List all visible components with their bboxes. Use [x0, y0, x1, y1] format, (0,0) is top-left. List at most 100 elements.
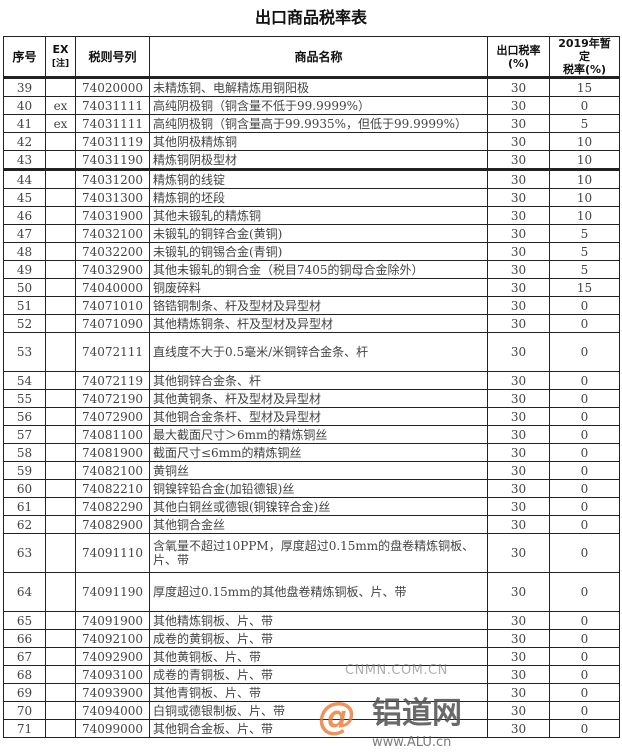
cell-code: 74031200 — [75, 169, 150, 189]
cell-code: 74032100 — [75, 224, 150, 243]
cell-export-rate: 30 — [487, 572, 550, 612]
cell-temp-rate: 10 — [549, 150, 620, 170]
table-row: 66 74092100 成卷的黄铜板、片、带 30 0 — [3, 629, 620, 648]
table-row: 62 74082900 其他铜合金丝 30 0 — [3, 515, 620, 534]
header-temp-rate-unit: 税率(%) — [562, 63, 607, 76]
cell-export-rate: 30 — [487, 260, 550, 279]
cell-ex — [45, 278, 76, 297]
cell-export-rate: 30 — [487, 629, 550, 648]
cell-seq: 63 — [3, 533, 46, 573]
cell-temp-rate: 0 — [549, 479, 620, 498]
cell-temp-rate: 0 — [549, 515, 620, 534]
cell-code: 74031119 — [75, 132, 150, 151]
cell-name: 最大截面尺寸＞6mm的精炼铜丝 — [149, 425, 488, 444]
cell-code: 74082900 — [75, 515, 150, 534]
cell-code: 74031300 — [75, 188, 150, 207]
cell-temp-rate: 0 — [549, 296, 620, 315]
cell-seq: 49 — [3, 260, 46, 279]
cell-seq: 61 — [3, 497, 46, 516]
cell-ex — [45, 515, 76, 534]
cell-ex — [45, 224, 76, 243]
cell-export-rate: 30 — [487, 389, 550, 408]
header-name: 商品名称 — [149, 36, 488, 78]
cell-code: 74092900 — [75, 647, 150, 666]
cell-code: 74081100 — [75, 425, 150, 444]
table-row: 71 74099000 其他铜合金板、片、带 30 0 — [3, 719, 620, 738]
header-seq: 序号 — [3, 36, 46, 78]
cell-code: 74072119 — [75, 371, 150, 390]
cell-export-rate: 30 — [487, 665, 550, 684]
cell-temp-rate: 0 — [549, 425, 620, 444]
cell-name: 铜镍锌铅合金(加铅德银)丝 — [149, 479, 488, 498]
cell-temp-rate: 0 — [549, 314, 620, 333]
cell-seq: 45 — [3, 188, 46, 207]
cell-seq: 60 — [3, 479, 46, 498]
page-title: 出口商品税率表 — [254, 8, 367, 27]
cell-ex — [45, 314, 76, 333]
cell-ex: ex — [45, 114, 76, 133]
cell-seq: 65 — [3, 611, 46, 630]
tax-rate-table: 序号 EX [注] 税则号列 商品名称 出口税率 (%) 2019年暂定 税率(%) … — [3, 36, 620, 738]
watermark-url: www.ALU.cn — [372, 735, 452, 750]
cell-export-rate: 30 — [487, 701, 550, 720]
table-row: 50 74040000 铜废碎料 30 15 — [3, 278, 620, 297]
cell-seq: 41 — [3, 114, 46, 133]
cell-name: 其他未锻轧的精炼铜 — [149, 206, 488, 225]
cell-seq: 53 — [3, 332, 46, 372]
cell-ex — [45, 296, 76, 315]
cell-export-rate: 30 — [487, 479, 550, 498]
cell-ex: ex — [45, 96, 76, 115]
cell-ex — [45, 461, 76, 480]
table-row: 47 74032100 未锻轧的铜锌合金(黄铜) 30 5 — [3, 224, 620, 243]
cell-name: 其他精炼铜板、片、带 — [149, 611, 488, 630]
cell-seq: 50 — [3, 278, 46, 297]
cell-ex — [45, 332, 76, 372]
cell-ex — [45, 443, 76, 462]
table-row: 67 74092900 其他黄铜板、片、带 30 0 — [3, 647, 620, 666]
cell-seq: 56 — [3, 407, 46, 426]
cell-temp-rate: 5 — [549, 260, 620, 279]
cell-seq: 51 — [3, 296, 46, 315]
cell-temp-rate: 10 — [549, 169, 620, 189]
table-row: 51 74071010 铬锆铜制条、杆及型材及异型材 30 0 — [3, 296, 620, 315]
cell-name: 铬锆铜制条、杆及型材及异型材 — [149, 296, 488, 315]
cell-seq: 44 — [3, 169, 46, 189]
cell-name: 未锻轧的铜锌合金(黄铜) — [149, 224, 488, 243]
cell-export-rate: 30 — [487, 719, 550, 738]
cell-export-rate: 30 — [487, 497, 550, 516]
cell-code: 74071090 — [75, 314, 150, 333]
header-export-rate-unit: (%) — [507, 56, 530, 70]
table-row: 58 74081900 截面尺寸≤6mm的精炼铜丝 30 0 — [3, 443, 620, 462]
cell-seq: 70 — [3, 701, 46, 720]
cell-temp-rate: 0 — [549, 719, 620, 738]
cell-name: 其他铜合金板、片、带 — [149, 719, 488, 738]
cell-code: 74082100 — [75, 461, 150, 480]
cell-seq: 52 — [3, 314, 46, 333]
cell-name: 高纯阴极铜（铜含量不低于99.9999%） — [149, 96, 488, 115]
table-row: 40 ex 74031111 高纯阴极铜（铜含量不低于99.9999%） 30 0 — [3, 96, 620, 115]
cell-code: 74031900 — [75, 206, 150, 225]
header-ex: EX [注] — [45, 36, 76, 78]
cell-name: 精炼铜的线锭 — [149, 169, 488, 189]
cell-name: 直线度不大于0.5毫米/米铜锌合金条、杆 — [149, 332, 488, 372]
table-row: 69 74093900 其他青铜板、片、带 30 0 — [3, 683, 620, 702]
cell-temp-rate: 0 — [549, 461, 620, 480]
cell-temp-rate: 0 — [549, 371, 620, 390]
cell-ex — [45, 150, 76, 170]
cell-seq: 64 — [3, 572, 46, 612]
table-row: 55 74072190 其他黄铜条、杆及型材及异型材 30 0 — [3, 389, 620, 408]
watermark-logo: @ — [318, 694, 356, 738]
cell-code: 74031111 — [75, 114, 150, 133]
cell-export-rate: 30 — [487, 114, 550, 133]
cell-export-rate: 30 — [487, 683, 550, 702]
table-row: 70 74094000 白铜或德银制板、片、带 30 0 — [3, 701, 620, 720]
table-row: 45 74031300 精炼铜的坯段 30 10 — [3, 188, 620, 207]
cell-seq: 55 — [3, 389, 46, 408]
table-header-row: 序号 EX [注] 税则号列 商品名称 出口税率 (%) 2019年暂定 税率(%) — [3, 36, 620, 78]
cell-code: 74094000 — [75, 701, 150, 720]
cell-ex — [45, 611, 76, 630]
cell-export-rate: 30 — [487, 332, 550, 372]
cell-export-rate: 30 — [487, 77, 550, 97]
cell-ex — [45, 572, 76, 612]
cell-code: 74091110 — [75, 533, 150, 573]
